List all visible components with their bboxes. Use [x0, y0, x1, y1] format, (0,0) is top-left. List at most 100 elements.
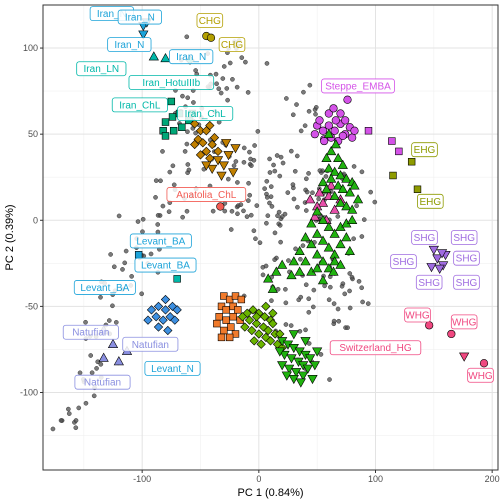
point-label: SHG [415, 274, 443, 290]
data-point [230, 144, 241, 154]
data-point [294, 266, 305, 276]
background-point [234, 84, 240, 90]
point-labels: Iran_NIran_NIran_NIran_NIran_LNIran_Hotu… [62, 6, 494, 390]
data-point [216, 171, 227, 181]
background-point [158, 178, 163, 184]
data-point [160, 294, 171, 305]
background-point [180, 214, 185, 220]
data-point [341, 232, 352, 242]
data-point [447, 329, 456, 339]
background-point [185, 129, 190, 134]
data-point [148, 51, 159, 61]
data-point [314, 187, 325, 197]
data-point [364, 127, 373, 135]
background-point [116, 213, 122, 219]
background-point [98, 295, 103, 300]
background-point [216, 86, 222, 92]
label-text: SHG [393, 257, 415, 268]
background-point [243, 59, 248, 65]
data-point [329, 256, 340, 266]
data-point [151, 312, 161, 322]
label-box [177, 106, 234, 121]
label-box [73, 280, 136, 295]
label-text: Iran_LN [84, 64, 120, 75]
point-label: Iran_N [169, 49, 214, 65]
background-point [306, 296, 312, 302]
data-point [167, 97, 176, 106]
data-point [158, 315, 168, 325]
data-point [218, 161, 229, 171]
background-point [372, 199, 378, 205]
data-point [300, 232, 311, 242]
data-point [335, 197, 346, 207]
data-point [240, 322, 250, 332]
background-point [73, 425, 79, 431]
background-point [272, 257, 277, 262]
background-point [361, 217, 367, 222]
background-point [155, 213, 161, 218]
data-point [300, 337, 311, 347]
data-point [329, 204, 340, 214]
background-point [294, 102, 299, 107]
data-point [207, 139, 217, 150]
data-point [479, 359, 489, 368]
data-point [153, 322, 164, 332]
background-point [317, 168, 323, 173]
background-point [360, 299, 365, 305]
y-tick-label: -100 [20, 388, 38, 398]
y-axis-title: PC 2 (0.39%) [4, 204, 16, 270]
label-box [450, 230, 478, 245]
background-point [356, 279, 362, 284]
background-point [226, 176, 231, 182]
background-point [269, 298, 274, 303]
point-label: Levant_BA [134, 257, 197, 273]
data-point [336, 109, 345, 118]
data-point [216, 202, 225, 211]
background-point [241, 159, 247, 165]
data-points [98, 18, 489, 388]
background-point [89, 370, 95, 376]
background-point [140, 216, 146, 222]
data-point [324, 109, 333, 118]
background-point [303, 282, 309, 288]
point-label: CHG [218, 37, 246, 53]
background-point [251, 228, 257, 234]
data-point [167, 301, 178, 312]
background-point [77, 370, 83, 376]
data-point [268, 308, 278, 318]
background-point [262, 186, 267, 191]
data-point [300, 256, 311, 266]
data-point [222, 306, 230, 314]
background-point [184, 141, 190, 147]
background-point [328, 284, 333, 290]
background-point [251, 157, 257, 163]
label-box [144, 360, 201, 376]
background-point [180, 93, 185, 99]
background-point [129, 274, 134, 279]
data-point [323, 128, 334, 138]
background-point [327, 377, 332, 382]
background-point [267, 156, 272, 162]
background-point [185, 162, 191, 167]
background-point [354, 203, 359, 209]
data-point [261, 301, 271, 312]
data-point [251, 318, 262, 329]
background-point [288, 323, 294, 328]
background-point [245, 90, 251, 95]
data-point [328, 266, 339, 276]
label-box [411, 230, 438, 245]
y-tick-label: 50 [28, 129, 38, 139]
data-point [344, 245, 355, 255]
background-point [221, 64, 227, 69]
data-point [329, 166, 340, 176]
data-point [323, 221, 334, 231]
data-point [337, 159, 348, 169]
data-point [201, 146, 211, 157]
data-point [344, 187, 355, 197]
background-point [95, 359, 101, 365]
background-point [301, 89, 306, 95]
background-point [230, 77, 235, 82]
label-text: Natufian [132, 340, 169, 351]
background-point [268, 184, 274, 189]
label-box [450, 314, 478, 330]
